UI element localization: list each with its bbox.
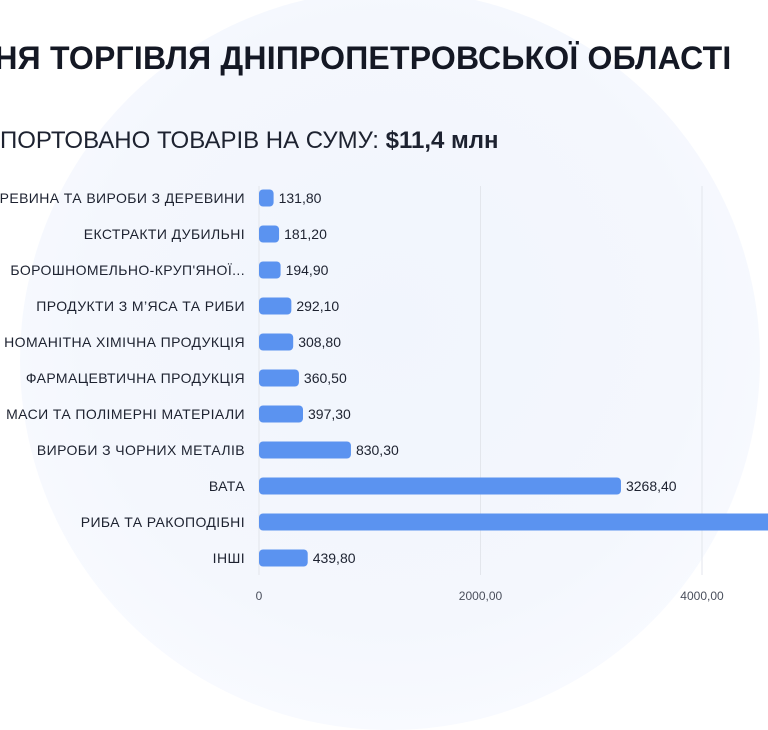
- category-label: РИБА ТА РАКОПОДІБНІ: [81, 514, 245, 530]
- category-label: ПРОДУКТИ З М’ЯСА ТА РИБИ: [36, 298, 245, 314]
- category-label: ФАРМАЦЕВТИЧНА ПРОДУКЦІЯ: [26, 370, 245, 386]
- background-circle: [20, 0, 760, 730]
- bar: [259, 333, 294, 351]
- x-tick-label: 2000,00: [459, 589, 503, 603]
- value-label: 439,80: [313, 550, 356, 566]
- import-total-subtitle: МПОРТОВАНО ТОВАРІВ НА СУМУ: $11,4 млн: [0, 126, 499, 156]
- bar: [259, 225, 280, 243]
- bar: [259, 189, 274, 207]
- category-label: ЕКСТРАКТИ ДУБИЛЬНІ: [84, 226, 245, 242]
- subtitle-text: МПОРТОВАНО ТОВАРІВ НА СУМУ:: [0, 127, 379, 154]
- x-tick-label: 0: [256, 589, 263, 603]
- category-label: ІНШІ: [213, 550, 245, 566]
- bar: [259, 549, 308, 567]
- category-label: ВИРОБИ З ЧОРНИХ МЕТАЛІВ: [37, 442, 245, 458]
- page-title: ШНЯ ТОРГІВЛЯ ДНІПРОПЕТРОВСЬКОЇ ОБЛАСТІ: [0, 40, 732, 76]
- bar: [259, 297, 292, 315]
- chart-bars: [259, 189, 768, 567]
- bar: [259, 441, 351, 459]
- category-label: ВАТА: [209, 478, 245, 494]
- category-label: БОРОШНОМЕЛЬНО-КРУП'ЯНОЇ...: [10, 262, 245, 278]
- value-label: 181,20: [284, 226, 327, 242]
- value-label: 308,80: [298, 334, 341, 350]
- chart-labels: 0 2000,00 4000,00 РЕВИНА ТА ВИРОБИ З ДЕРЕВИ…: [0, 190, 724, 603]
- value-label: 292,10: [296, 298, 339, 314]
- value-label: 397,30: [308, 406, 351, 422]
- value-label: 360,50: [304, 370, 347, 386]
- value-label: 830,30: [356, 442, 399, 458]
- value-label: 3268,40: [626, 478, 677, 494]
- category-label: НОМАНІТНА ХІМІЧНА ПРОДУКЦІЯ: [4, 334, 245, 350]
- bar: [259, 513, 768, 531]
- value-label: 194,90: [286, 262, 329, 278]
- category-label: РЕВИНА ТА ВИРОБИ З ДЕРЕВИНИ: [0, 190, 245, 206]
- bar: [259, 405, 304, 423]
- bar: [259, 261, 281, 279]
- x-tick-label: 4000,00: [680, 589, 724, 603]
- bar: [259, 369, 299, 387]
- value-label: 131,80: [279, 190, 322, 206]
- import-total-amount: $11,4 млн: [385, 127, 499, 154]
- category-label: МАСИ ТА ПОЛІМЕРНІ МАТЕРІАЛИ: [6, 406, 245, 422]
- bar: [259, 477, 621, 495]
